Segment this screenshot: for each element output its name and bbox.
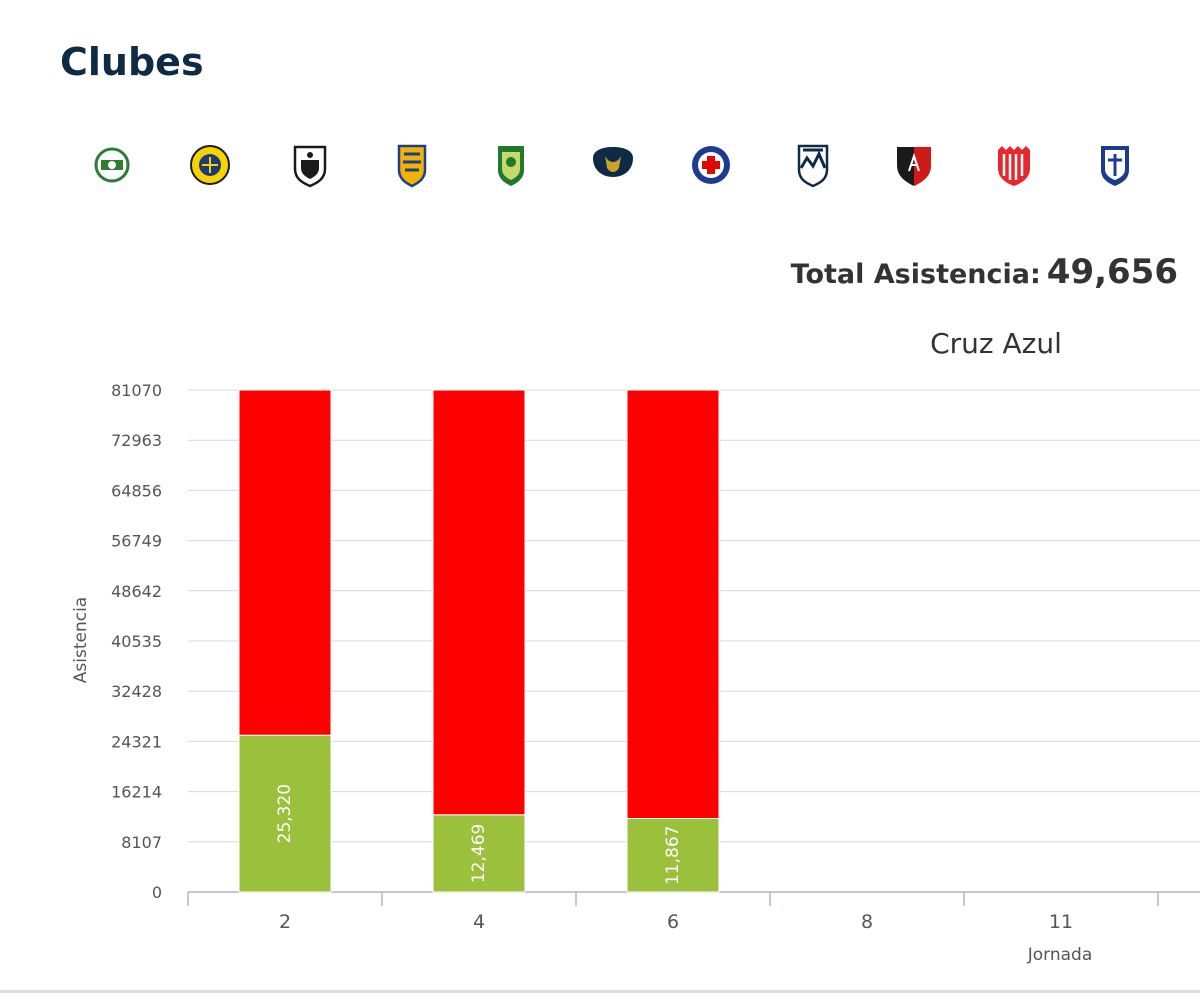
x-axis-title: Jornada — [1027, 945, 1093, 965]
y-tick-label: 16214 — [111, 783, 162, 802]
remaining-capacity-bar — [432, 389, 526, 816]
tigres-crest-icon[interactable] — [385, 138, 439, 192]
y-tick-label: 32428 — [111, 682, 162, 701]
queretaro-crest-icon[interactable] — [283, 138, 337, 192]
total-attendance: Total Asistencia: 49,656 — [791, 252, 1178, 292]
page-title: Clubes — [60, 40, 204, 84]
x-tick-label: 11 — [1049, 911, 1073, 933]
y-tick-label: 24321 — [111, 732, 162, 751]
leon-crest-icon[interactable] — [484, 138, 538, 192]
bar-data-label: 25,320 — [275, 784, 295, 843]
x-tick-label: 4 — [473, 911, 485, 933]
total-attendance-label: Total Asistencia: — [790, 259, 1041, 290]
attendance-chart: 0 8107 16214 24321 32428 40535 48642 56749 64856… — [71, 327, 1200, 965]
bar-data-label: 12,469 — [469, 824, 489, 883]
chart-title: Cruz Azul — [930, 327, 1062, 360]
x-tick-label: 2 — [279, 911, 291, 933]
y-tick-label: 40535 — [111, 632, 162, 651]
x-tick-label: 6 — [667, 911, 679, 933]
club-logo-row — [0, 138, 1200, 192]
necaxa-crest-icon[interactable] — [987, 138, 1041, 192]
x-tick-label: 8 — [861, 911, 873, 933]
cruz-azul-crest-icon[interactable] — [684, 138, 738, 192]
pumas-crest-icon[interactable] — [586, 138, 640, 192]
attendance-bar — [238, 734, 332, 893]
remaining-capacity-bar — [626, 389, 720, 820]
atlas-crest-icon[interactable] — [887, 138, 941, 192]
monterrey-crest-icon[interactable] — [786, 138, 840, 192]
y-tick-label: 56749 — [111, 532, 162, 551]
bottom-divider — [0, 990, 1200, 993]
puebla-crest-icon[interactable] — [1088, 138, 1142, 192]
santos-crest-icon[interactable] — [85, 138, 139, 192]
america-crest-icon[interactable] — [183, 138, 237, 192]
attendance-bar — [432, 814, 526, 893]
bar-data-label: 11,867 — [663, 826, 683, 885]
attendance-bar — [626, 818, 720, 893]
y-tick-label: 64856 — [111, 481, 162, 500]
y-tick-label: 0 — [152, 883, 162, 902]
y-tick-label: 72963 — [111, 431, 162, 450]
y-tick-label: 81070 — [111, 381, 162, 400]
remaining-capacity-bar — [238, 389, 332, 736]
y-tick-label: 48642 — [111, 582, 162, 601]
total-attendance-value: 49,656 — [1046, 252, 1178, 292]
y-axis-title: Asistencia — [71, 597, 91, 683]
y-tick-label: 8107 — [121, 833, 162, 852]
